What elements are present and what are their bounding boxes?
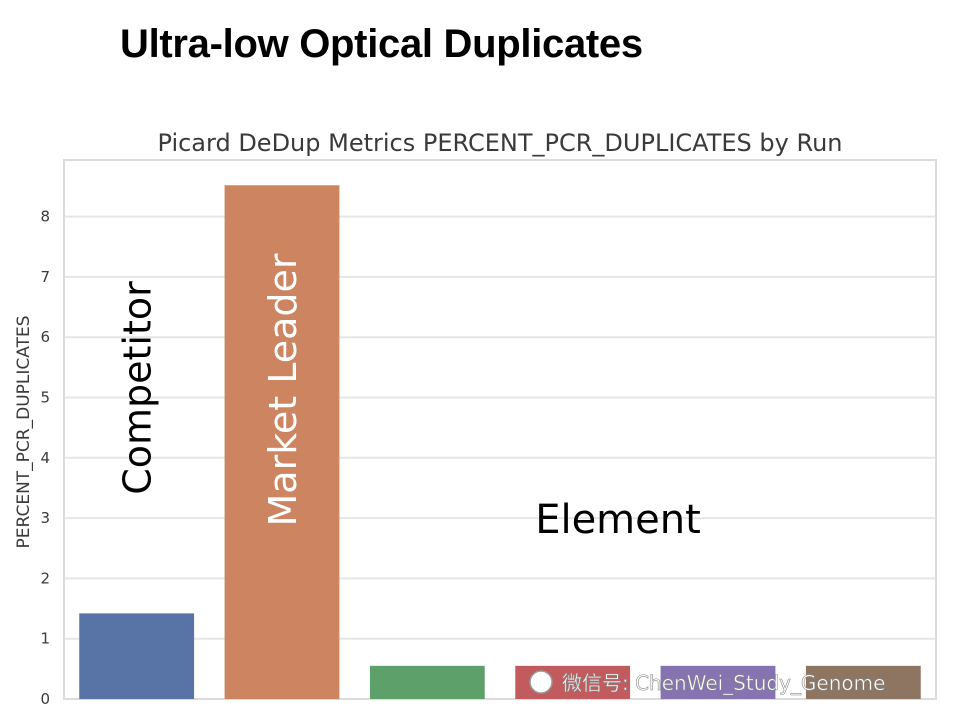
- bar-labels: Competitor Market Leader: [116, 253, 305, 526]
- watermark: 微信号: ChenWei_Study_Genome: [529, 670, 886, 695]
- wechat-icon: [529, 670, 553, 694]
- grid-lines: [64, 215, 936, 700]
- y-tick-label: 4: [40, 449, 50, 467]
- y-tick-label: 5: [40, 389, 50, 407]
- bar: [660, 665, 776, 699]
- y-axis-ticks: 0 1 2 3 4 5 6 7 8: [40, 208, 50, 708]
- slide-title: Ultra-low Optical Duplicates: [120, 22, 643, 66]
- y-tick-label: 7: [40, 268, 50, 286]
- bar: [79, 613, 195, 699]
- watermark-text: 微信号: ChenWei_Study_Genome: [562, 671, 885, 695]
- y-tick-label: 2: [40, 569, 50, 587]
- y-tick-label: 1: [40, 630, 50, 648]
- bar-label: Market Leader: [261, 253, 305, 526]
- y-tick-label: 6: [40, 328, 50, 346]
- y-tick-label: 0: [40, 690, 50, 708]
- chart-title: Picard DeDup Metrics PERCENT_PCR_DUPLICA…: [158, 129, 843, 157]
- y-tick-label: 3: [40, 509, 50, 527]
- plot-frame: [63, 159, 937, 700]
- bar: [224, 185, 340, 699]
- bar-label: Competitor: [116, 281, 160, 495]
- y-axis-label: PERCENT_PCR_DUPLICATES: [14, 316, 34, 549]
- y-tick-label: 8: [40, 208, 50, 226]
- bar: [805, 665, 921, 699]
- bars: [79, 185, 921, 699]
- bar: [369, 665, 485, 699]
- element-annotation: Element: [535, 497, 701, 543]
